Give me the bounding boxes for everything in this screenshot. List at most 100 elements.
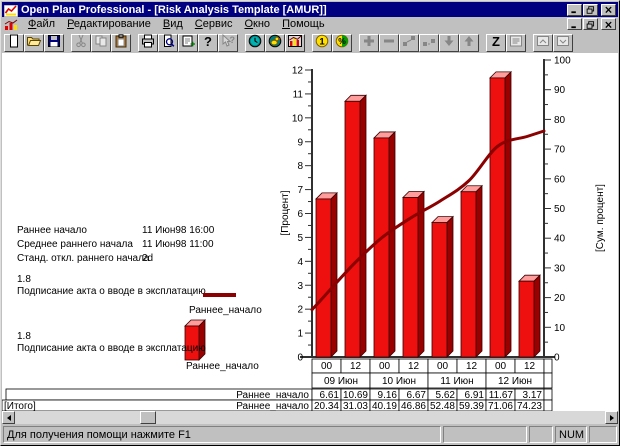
resource-analysis-button[interactable] xyxy=(265,33,285,52)
unlink-activities-icon xyxy=(421,34,437,51)
close-button[interactable] xyxy=(601,18,616,30)
table-cell-trailing xyxy=(543,399,553,411)
bar-side-face xyxy=(330,191,338,358)
menu-файл[interactable]: Файл xyxy=(28,18,56,30)
cut-button xyxy=(71,33,91,52)
table-value: 9.16 xyxy=(378,390,398,401)
menu-bar: Файл Редактирование Вид Сервис Окно Помощь xyxy=(2,17,618,31)
move-down-icon xyxy=(441,34,457,51)
left-axis-tick-label: 6 xyxy=(297,209,303,220)
cost-analysis-button[interactable]: 1 xyxy=(312,33,332,52)
insert-activity-button[interactable] xyxy=(178,33,198,52)
right-axis-tick-label: 60 xyxy=(554,174,566,185)
time-analysis-button[interactable] xyxy=(245,33,265,52)
x-axis-cell-label: 12 xyxy=(408,361,420,372)
legend-bar-value: 1.8 xyxy=(17,331,31,342)
open-file-button[interactable] xyxy=(24,33,44,52)
bar-side-face xyxy=(475,184,483,358)
subproject-open-button xyxy=(533,33,553,52)
move-up-button xyxy=(459,33,479,52)
percent-complete-button[interactable]: % xyxy=(332,33,352,52)
paste-icon xyxy=(113,34,129,51)
notes-icon xyxy=(508,34,524,51)
cumulative-line xyxy=(310,129,546,312)
statistic-row: Среднее раннего начала 11 Июн98 11:00 xyxy=(17,239,214,253)
close-button[interactable] xyxy=(601,2,616,17)
paste-button[interactable] xyxy=(111,33,131,52)
left-axis-tick-label: 5 xyxy=(297,233,303,244)
statistic-label: Среднее раннего начала xyxy=(17,239,133,250)
menu-сервис[interactable]: Сервис xyxy=(194,18,233,30)
menu-редактирование[interactable]: Редактирование xyxy=(67,18,151,30)
right-axis-tick-label: 40 xyxy=(554,234,566,245)
bar xyxy=(489,77,506,358)
new-document-button[interactable] xyxy=(4,33,24,52)
x-axis-cell-label: 12 xyxy=(466,361,478,372)
menu-items: Файл Редактирование Вид Сервис Окно Помощь xyxy=(22,18,567,30)
bar-side-face xyxy=(359,94,367,358)
add-activity-icon xyxy=(361,34,377,51)
table-cell-trailing xyxy=(543,388,553,401)
cost-analysis-icon: 1 xyxy=(314,34,330,51)
right-axis-tick-label: 50 xyxy=(554,204,566,215)
minimize-button[interactable] xyxy=(567,18,582,30)
right-axis-tick-label: 80 xyxy=(554,115,566,126)
print-icon xyxy=(140,34,156,51)
menu-окно[interactable]: Окно xyxy=(244,18,271,30)
print-preview-button[interactable] xyxy=(158,33,178,52)
table-value: 6.67 xyxy=(407,390,427,401)
x-axis-cell-label: 00 xyxy=(495,361,507,372)
bar xyxy=(373,137,390,358)
legend-bar-symbol xyxy=(184,319,206,361)
num-lock-indicator: NUM xyxy=(555,426,587,443)
left-axis-tick-label: 12 xyxy=(292,66,304,77)
status-panel-2 xyxy=(443,426,527,443)
help-button[interactable]: ? xyxy=(198,33,218,52)
x-axis-cell-label: 00 xyxy=(379,361,391,372)
save-file-button[interactable] xyxy=(44,33,64,52)
table-value: 20.34 xyxy=(314,401,339,411)
legend-series-label-bottom: Раннее_начало xyxy=(186,361,259,372)
sort-button[interactable]: Z xyxy=(486,33,506,52)
menu-вид[interactable]: Вид xyxy=(162,18,183,30)
restore-button[interactable] xyxy=(583,18,598,30)
table-value: 40.19 xyxy=(372,401,397,411)
scrollbar-thumb[interactable] xyxy=(140,411,156,424)
scroll-left-button[interactable] xyxy=(2,411,15,424)
horizontal-scrollbar[interactable] xyxy=(2,411,618,424)
restore-button[interactable] xyxy=(583,3,598,16)
minimize-icon xyxy=(570,2,579,17)
notes-button xyxy=(506,33,526,52)
left-axis-tick-label: 1 xyxy=(297,329,303,340)
subproject-close-icon xyxy=(555,34,571,51)
statistic-row: Раннее начало 11 Июн98 16:00 xyxy=(17,225,214,239)
left-axis-tick-label: 3 xyxy=(297,281,303,292)
bar xyxy=(402,197,419,358)
right-axis-title: [Сум. процент] xyxy=(595,184,606,252)
risk-analysis-button[interactable] xyxy=(285,33,305,52)
menu-помощь[interactable]: Помощь xyxy=(282,18,325,30)
bar-side-face xyxy=(417,190,425,358)
table-value: 74.23 xyxy=(517,401,542,411)
scroll-right-button[interactable] xyxy=(605,411,618,424)
table-series-label: Раннее_начало xyxy=(236,401,309,411)
subproject-close-button xyxy=(553,33,573,52)
context-help-button: ? xyxy=(218,33,238,52)
subproject-open-icon xyxy=(535,34,551,51)
restore-icon xyxy=(586,17,595,32)
app-icon xyxy=(3,4,19,17)
bar xyxy=(460,191,477,358)
status-message: Для получения помощи нажмите F1 xyxy=(3,426,441,443)
date-group-label: 12 Июн xyxy=(498,376,532,387)
right-axis-tick-label: 0 xyxy=(554,353,560,364)
svg-text:?: ? xyxy=(230,35,236,45)
table-value: 10.69 xyxy=(343,390,368,401)
legend-line-text: Подписание акта о вводе в эксплатацию xyxy=(17,286,206,297)
print-button[interactable] xyxy=(138,33,158,52)
left-axis-tick-label: 9 xyxy=(297,137,303,148)
document-icon xyxy=(4,18,18,31)
left-axis-tick-label: 0 xyxy=(297,353,303,364)
copy-icon xyxy=(93,34,109,51)
close-icon xyxy=(604,2,613,17)
minimize-button[interactable] xyxy=(567,2,582,17)
